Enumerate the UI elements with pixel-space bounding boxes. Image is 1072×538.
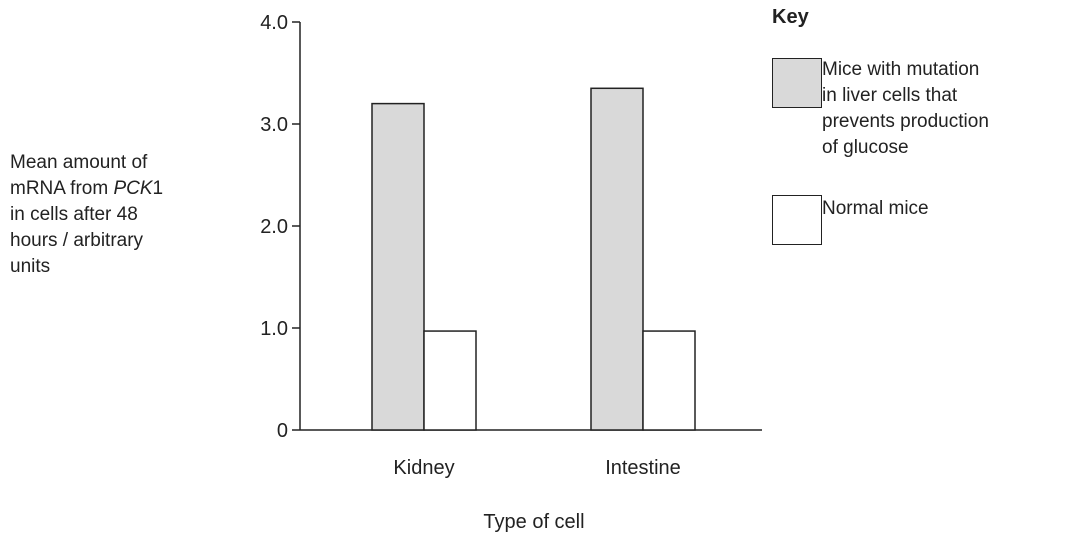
legend-mutant-line-4: of glucose [822,137,909,158]
gene-name: PCK [113,178,153,199]
gene-suffix: 1 [152,178,164,199]
legend-mutant-line-3: prevents production [822,111,989,132]
legend-swatch-mutant [772,58,822,108]
x-tick-label-kidney: Kidney [393,457,454,479]
y-axis-label-line-2: mRNA from PCK1 [10,176,230,202]
legend-swatch-normal [772,195,822,245]
y-tick-label: 4.0 [260,12,288,34]
y-axis-label-line-5: units [10,256,51,277]
y-axis-label: Mean amount of mRNA from PCK1 in cells a… [10,150,230,280]
legend-normal-line-1: Normal mice [822,198,929,219]
x-axis-label: Type of cell [483,511,584,533]
bar-kidney-normal [423,330,477,431]
y-axis-label-line-4: hours / arbitrary [10,230,144,251]
legend-mutant-line-2: in liver cells that [822,85,958,106]
bar-intestine-mutant [590,87,644,431]
legend-title: Key [772,6,809,28]
x-tick-label-intestine: Intestine [605,457,681,479]
bar-intestine-normal [642,330,696,431]
bars [371,87,696,431]
ticks: 0 1.0 2.0 3.0 4.0 Kidney Intestine [260,12,681,479]
y-axis-label-line-1: Mean amount of [10,152,148,173]
bar-kidney-mutant [371,102,425,431]
y-tick-label: 2.0 [260,216,288,238]
y-axis-label-line-2-prefix: mRNA from [10,178,114,199]
y-tick-label: 3.0 [260,114,288,136]
legend-label-mutant: Mice with mutation in liver cells that p… [822,57,1072,161]
y-tick-label: 0 [277,420,288,442]
y-tick-label: 1.0 [260,318,288,340]
legend-label-normal: Normal mice [822,196,1072,222]
y-axis-label-line-3: in cells after 48 [10,204,138,225]
legend-mutant-line-1: Mice with mutation [822,59,980,80]
